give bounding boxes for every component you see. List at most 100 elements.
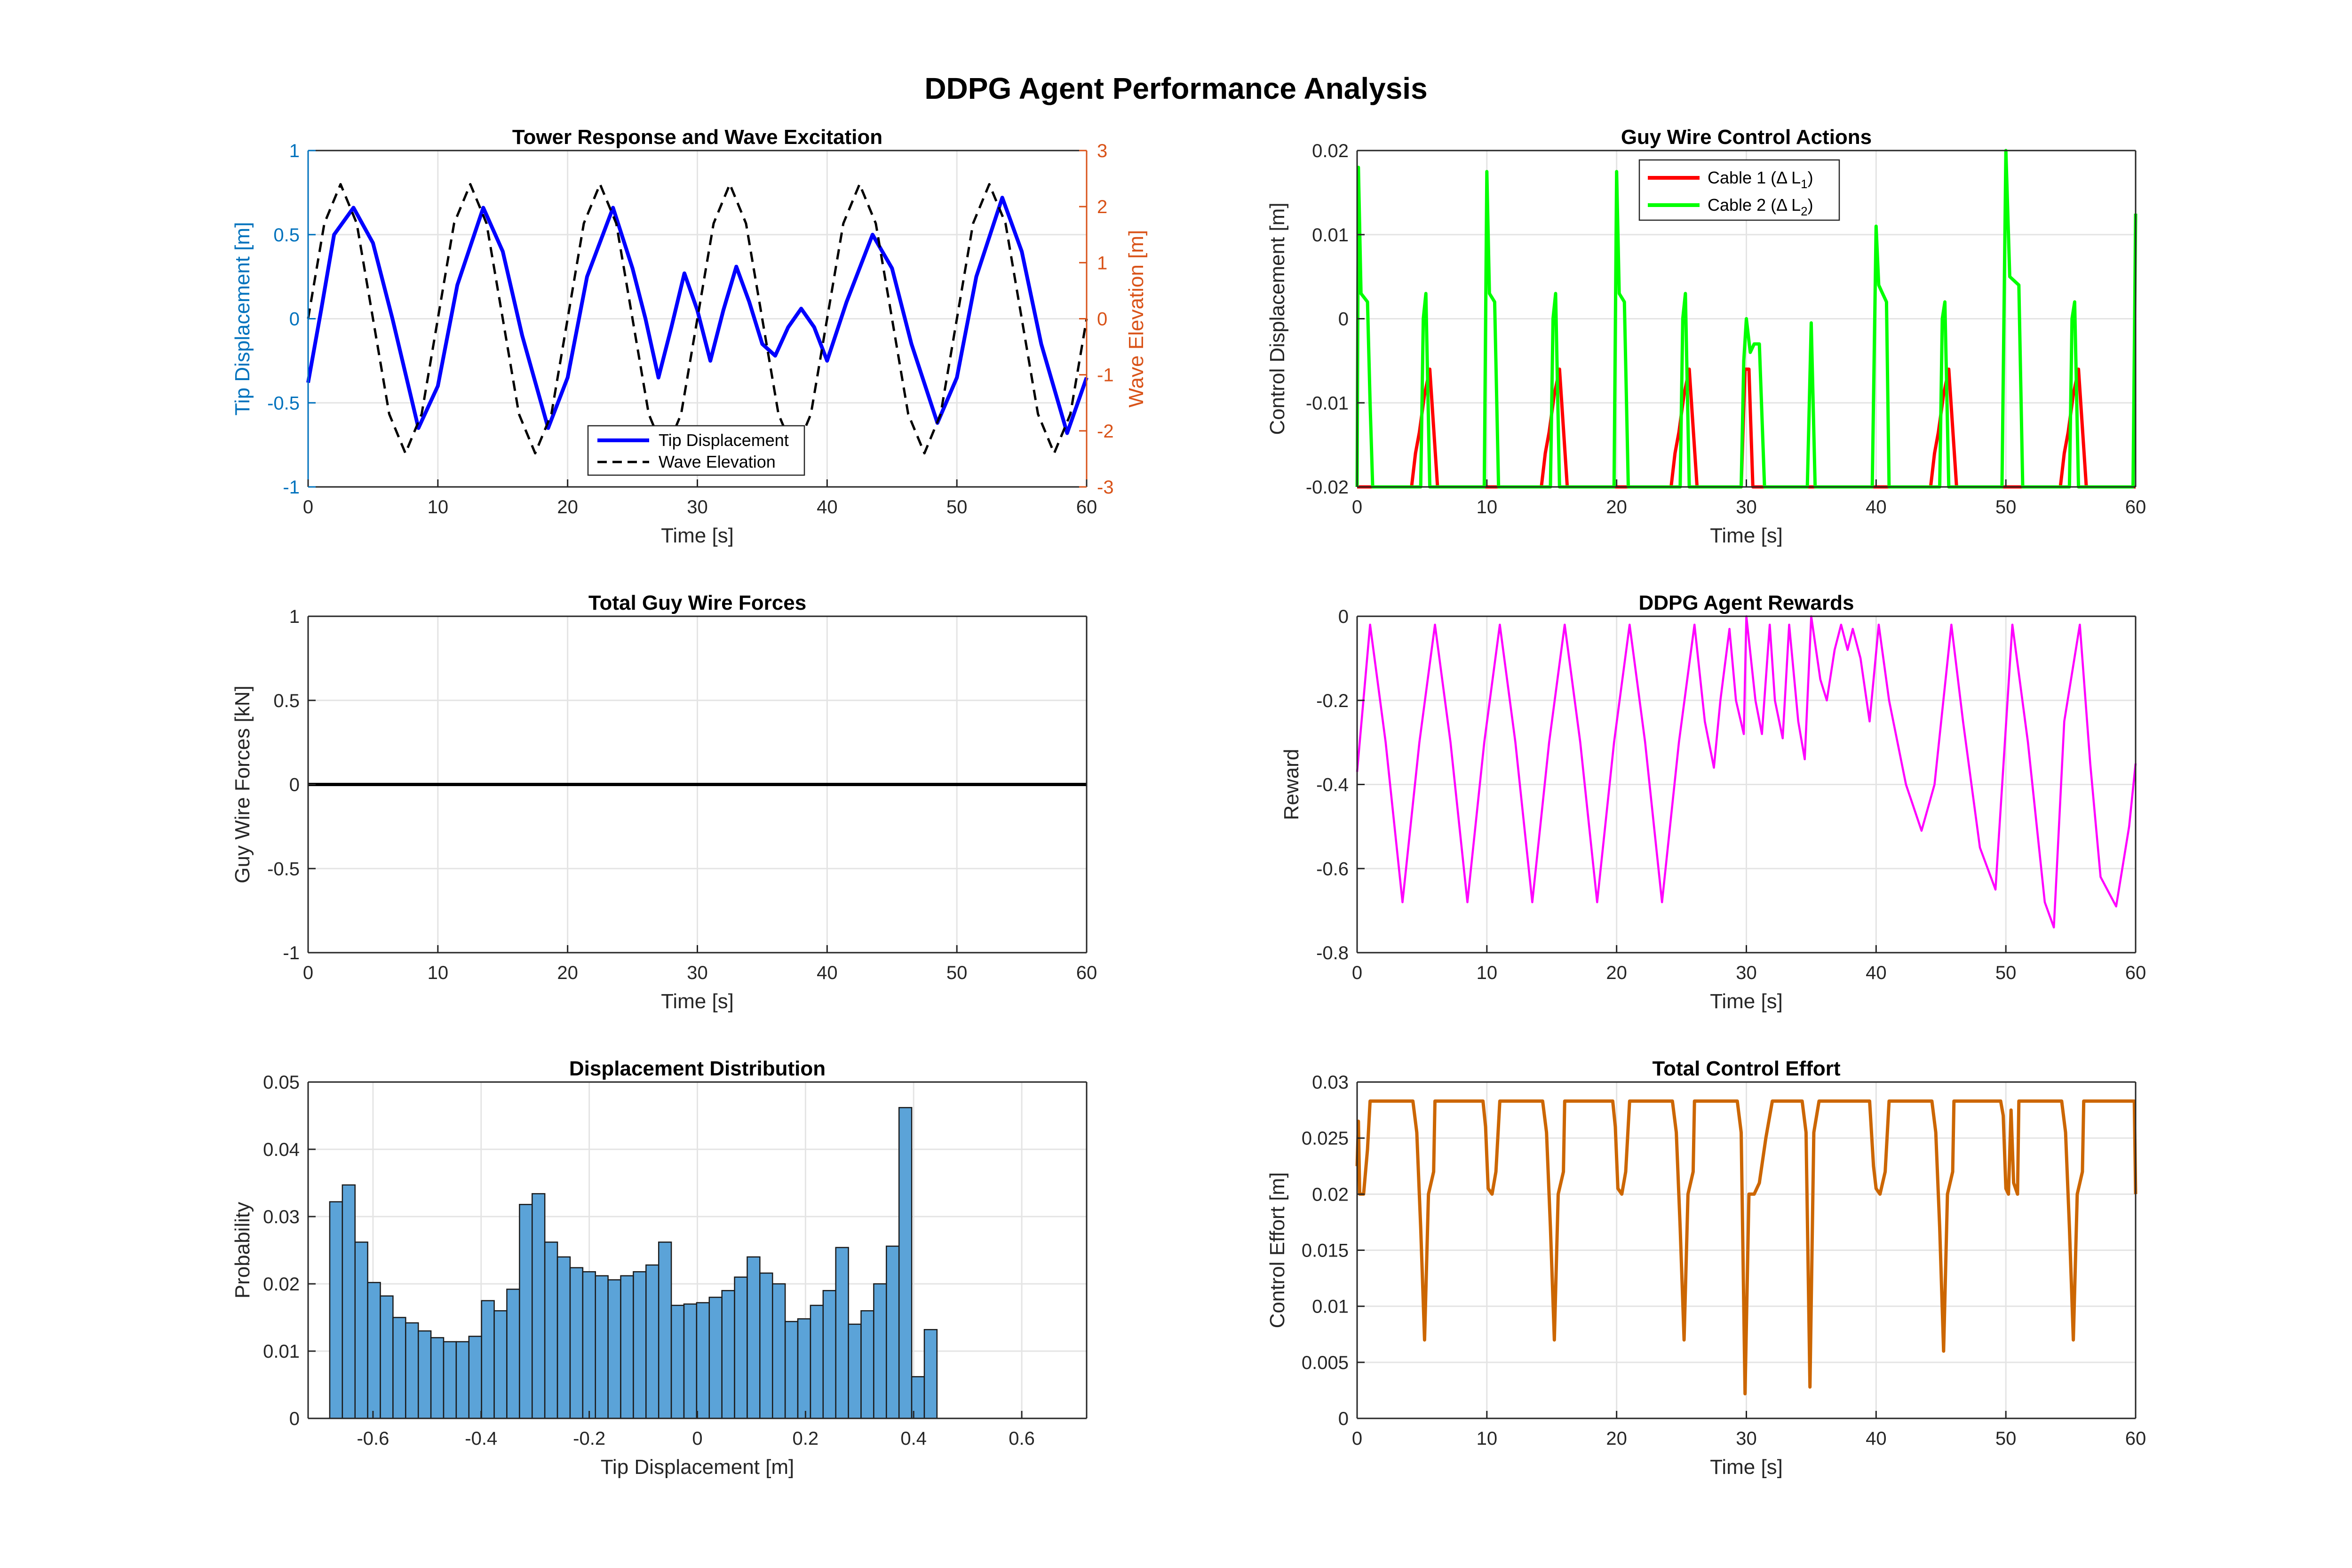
histogram-bar: [481, 1300, 495, 1419]
y-right-tick-label: -1: [1097, 365, 1114, 386]
y-tick-label: 0.01: [1312, 1297, 1349, 1317]
chart-title: Total Guy Wire Forces: [588, 591, 806, 614]
histogram-bar: [620, 1275, 634, 1419]
series-line: [1355, 1099, 2137, 1396]
histogram-bar: [670, 1305, 685, 1419]
chart-title: Total Control Effort: [1653, 1057, 1841, 1080]
x-tick-label: 60: [2125, 497, 2146, 517]
y-right-axis-label: Wave Elevation [m]: [1125, 230, 1148, 407]
figure-suptitle: DDPG Agent Performance Analysis: [924, 72, 1427, 105]
y-tick-label: 0.02: [263, 1274, 300, 1295]
histogram-bar: [658, 1242, 672, 1419]
x-tick-label: 0: [1352, 963, 1362, 983]
x-tick-label: 50: [946, 963, 968, 983]
series-line-tip-displacement: [306, 196, 1089, 435]
x-tick-label: 10: [1477, 497, 1498, 517]
x-tick-label: 30: [687, 963, 708, 983]
chart-title: Guy Wire Control Actions: [1621, 126, 1872, 149]
histogram-bar: [747, 1256, 761, 1419]
x-tick-label: 0: [692, 1428, 702, 1449]
y-tick-label: 0.04: [263, 1139, 300, 1160]
x-tick-label: 20: [557, 497, 578, 517]
x-axis-label: Time [s]: [1710, 524, 1783, 547]
histogram-bar: [886, 1245, 900, 1419]
histogram-bar: [607, 1279, 621, 1419]
chart-title: DDPG Agent Rewards: [1638, 591, 1854, 614]
chart-control: 0 10 20 30 40 50 60 -0.02 -0.01 0 0.01 0.02 Guy Wire…: [1266, 126, 2146, 547]
histogram-bar: [468, 1336, 482, 1419]
x-tick-label: 60: [1076, 497, 1097, 517]
x-tick-label: 20: [1606, 497, 1627, 517]
legend-label-tip: Tip Displacement: [659, 430, 789, 450]
y-tick-label: 1: [289, 141, 300, 161]
histogram-bar: [784, 1321, 799, 1419]
x-tick-label: 50: [1995, 1428, 2017, 1449]
y-tick-label: 0: [289, 1409, 300, 1429]
y-axis-label: Guy Wire Forces [kN]: [231, 685, 254, 883]
y-tick-label: -1: [283, 477, 300, 498]
x-tick-label: 20: [1606, 963, 1627, 983]
histogram-bar: [860, 1310, 874, 1419]
y-tick-label: 0.03: [263, 1207, 300, 1227]
histogram-bar: [835, 1247, 849, 1419]
x-tick-label: 30: [1736, 1428, 1757, 1449]
chart-effort: 0 10 20 30 40 50 60 0 0.005 0.01 0.015 0.02 0.025 0.0…: [1266, 1057, 2146, 1479]
y-tick-label: 0: [1338, 309, 1349, 330]
y-tick-label: -1: [283, 943, 300, 963]
y-tick-label: -0.02: [1306, 477, 1349, 498]
histogram-bar: [848, 1323, 862, 1419]
y-tick-label: -0.4: [1316, 775, 1349, 796]
y-tick-label: 0.05: [263, 1072, 300, 1093]
y-axis-label: Control Displacement [m]: [1266, 203, 1289, 435]
x-tick-label: 40: [1866, 497, 1887, 517]
y-tick-label: -0.5: [267, 859, 300, 879]
y-right-tick-label: -2: [1097, 421, 1114, 442]
histogram-bar: [708, 1297, 723, 1419]
legend: Tip Displacement Wave Elevation: [587, 425, 805, 476]
x-tick-label: 60: [2125, 963, 2146, 983]
x-tick-label: 0.4: [900, 1428, 927, 1449]
y-tick-label: 0: [289, 309, 300, 330]
histogram-bar: [455, 1341, 470, 1419]
histogram-bar: [734, 1276, 748, 1419]
y-tick-label: 0.025: [1302, 1128, 1349, 1149]
y-tick-label: 0.01: [263, 1341, 300, 1362]
y-right-tick-label: 3: [1097, 141, 1107, 161]
histogram-bar: [873, 1283, 887, 1419]
histogram-bar: [923, 1329, 938, 1419]
histogram-bar: [759, 1272, 773, 1419]
histogram-bar: [797, 1318, 811, 1419]
legend: Cable 1 (Δ L1) Cable 2 (Δ L2): [1638, 159, 1840, 221]
y-tick-label: 0: [1338, 606, 1349, 627]
x-tick-label: 30: [1736, 497, 1757, 517]
x-tick-label: 0: [303, 497, 313, 517]
y-tick-label: 0: [1338, 1409, 1349, 1429]
y-tick-label: 0.005: [1302, 1353, 1349, 1373]
y-right-tick-label: 2: [1097, 197, 1107, 217]
y-tick-label: 0.03: [1312, 1072, 1349, 1093]
histogram-bar: [556, 1256, 571, 1419]
histogram-bar: [810, 1305, 824, 1419]
y-right-tick-label: -3: [1097, 477, 1114, 498]
x-tick-label: 40: [817, 497, 838, 517]
histogram-bar: [633, 1271, 647, 1419]
y-axis-label: Control Effort [m]: [1266, 1172, 1289, 1329]
x-axis-label: Time [s]: [661, 990, 734, 1013]
y-tick-label: 0: [289, 775, 300, 796]
series-line-wave-elevation: [307, 183, 1088, 454]
x-tick-label: 60: [2125, 1428, 2146, 1449]
x-tick-label: 10: [428, 963, 449, 983]
x-tick-label: 0.2: [793, 1428, 819, 1449]
y-tick-label: -0.6: [1316, 859, 1349, 879]
legend-box: [1638, 159, 1840, 221]
series-line-cable-1: [1357, 367, 2136, 489]
histogram-bar: [898, 1107, 913, 1419]
y-axis-label: Probability: [231, 1202, 254, 1298]
y-axis-label: Reward: [1280, 749, 1303, 820]
histogram-bar: [683, 1303, 698, 1419]
x-tick-label: 0.6: [1009, 1428, 1035, 1449]
x-tick-label: -0.6: [357, 1428, 389, 1449]
x-tick-label: 40: [817, 963, 838, 983]
chart-rewards: 0 10 20 30 40 50 60 -0.8 -0.6 -0.4 -0.2 0 DDPG Agent…: [1280, 591, 2146, 1013]
